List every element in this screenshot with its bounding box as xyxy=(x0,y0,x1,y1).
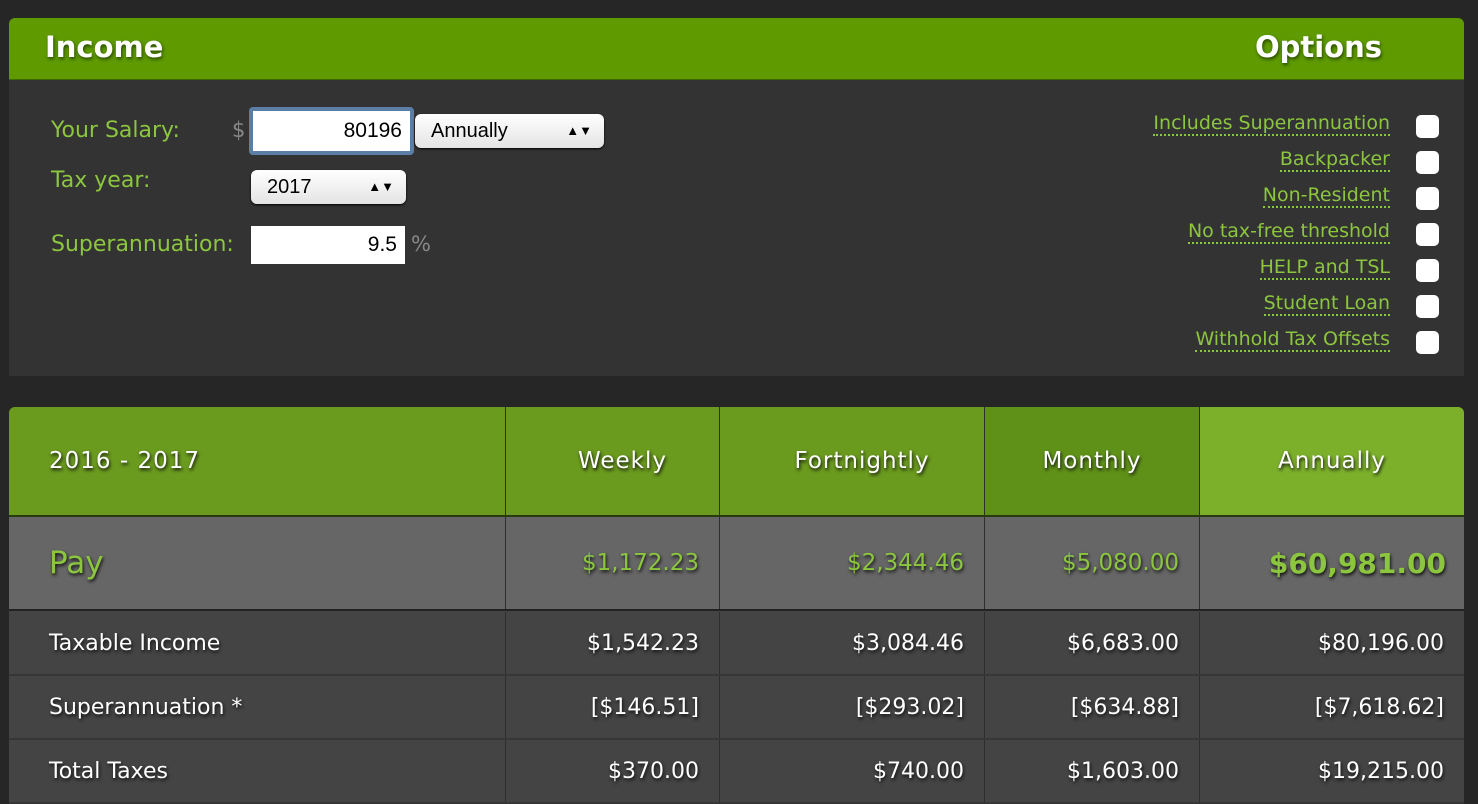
row-label: Pay xyxy=(9,517,506,609)
cell-fortnightly: [$293.02] xyxy=(720,676,985,738)
select-arrows-icon: ▲▼ xyxy=(566,123,592,138)
income-title: Income xyxy=(45,30,164,64)
header-monthly[interactable]: Monthly xyxy=(985,407,1200,515)
option-backpacker[interactable]: Backpacker xyxy=(1279,148,1390,172)
salary-label: Your Salary: xyxy=(51,118,180,143)
cell-annually: [$7,618.62] xyxy=(1314,694,1444,720)
cell-fortnightly: $3,084.46 xyxy=(720,612,985,674)
salary-period-select[interactable]: Annually ▲▼ xyxy=(415,114,604,148)
cell-monthly: [$634.88] xyxy=(985,676,1200,738)
checkbox-backpacker[interactable] xyxy=(1416,151,1439,174)
salary-input[interactable] xyxy=(249,107,414,155)
checkbox-no-tax-free-threshold[interactable] xyxy=(1416,223,1439,246)
checkbox-student-loan[interactable] xyxy=(1416,295,1439,318)
cell-fortnightly: $740.00 xyxy=(720,740,985,802)
salary-period-value: Annually xyxy=(431,120,508,142)
income-panel: Income Options Your Salary: $ Annually ▲▼… xyxy=(9,18,1464,376)
header-fortnightly[interactable]: Fortnightly xyxy=(720,407,985,515)
cell-weekly: $1,172.23 xyxy=(506,517,720,609)
currency-symbol: $ xyxy=(232,118,246,142)
select-arrows-icon: ▲▼ xyxy=(368,179,394,194)
checkbox-non-resident[interactable] xyxy=(1416,187,1439,210)
results-table: 2016 - 2017 Weekly Fortnightly Monthly A… xyxy=(9,407,1464,804)
table-header: 2016 - 2017 Weekly Fortnightly Monthly A… xyxy=(9,407,1464,517)
table-row-pay: Pay $1,172.23 $2,344.46 $5,080.00 $60,98… xyxy=(9,517,1464,611)
option-help-tsl[interactable]: HELP and TSL xyxy=(1259,256,1390,280)
super-input[interactable] xyxy=(251,226,405,264)
cell-monthly: $6,683.00 xyxy=(985,612,1200,674)
super-label: Superannuation: xyxy=(51,232,234,257)
cell-weekly: $1,542.23 xyxy=(506,612,720,674)
table-row: Total Taxes $370.00 $740.00 $1,603.00 $1… xyxy=(9,740,1464,804)
checkbox-help-tsl[interactable] xyxy=(1416,259,1439,282)
cell-monthly: $5,080.00 xyxy=(985,517,1200,609)
cell-annually: $60,981.00 xyxy=(1268,546,1446,580)
option-non-resident[interactable]: Non-Resident xyxy=(1262,184,1390,208)
percent-symbol: % xyxy=(411,232,431,256)
cell-annually: $19,215.00 xyxy=(1318,758,1444,784)
tax-year-select[interactable]: 2017 ▲▼ xyxy=(251,170,406,204)
option-includes-super[interactable]: Includes Superannuation xyxy=(1153,112,1390,136)
row-label: Taxable Income xyxy=(9,612,506,674)
tax-year-value: 2017 xyxy=(267,176,312,198)
table-row: Taxable Income $1,542.23 $3,084.46 $6,68… xyxy=(9,612,1464,676)
cell-fortnightly: $2,344.46 xyxy=(720,517,985,609)
options-title: Options xyxy=(1254,30,1382,64)
checkbox-withhold-offsets[interactable] xyxy=(1416,331,1439,354)
row-label: Superannuation * xyxy=(9,676,506,738)
cell-weekly: $370.00 xyxy=(506,740,720,802)
option-student-loan[interactable]: Student Loan xyxy=(1263,292,1390,316)
header-tax-year: 2016 - 2017 xyxy=(9,407,506,515)
cell-weekly: [$146.51] xyxy=(506,676,720,738)
income-header: Income Options xyxy=(9,18,1464,80)
cell-monthly: $1,603.00 xyxy=(985,740,1200,802)
tax-year-label: Tax year: xyxy=(51,168,151,193)
checkbox-includes-super[interactable] xyxy=(1416,115,1439,138)
header-weekly[interactable]: Weekly xyxy=(506,407,720,515)
header-annually[interactable]: Annually xyxy=(1200,407,1464,515)
row-label: Total Taxes xyxy=(9,740,506,802)
cell-annually: $80,196.00 xyxy=(1318,630,1444,656)
option-withhold-offsets[interactable]: Withhold Tax Offsets xyxy=(1195,328,1390,352)
table-row: Superannuation * [$146.51] [$293.02] [$6… xyxy=(9,676,1464,740)
option-no-tax-free-threshold[interactable]: No tax-free threshold xyxy=(1187,220,1390,244)
